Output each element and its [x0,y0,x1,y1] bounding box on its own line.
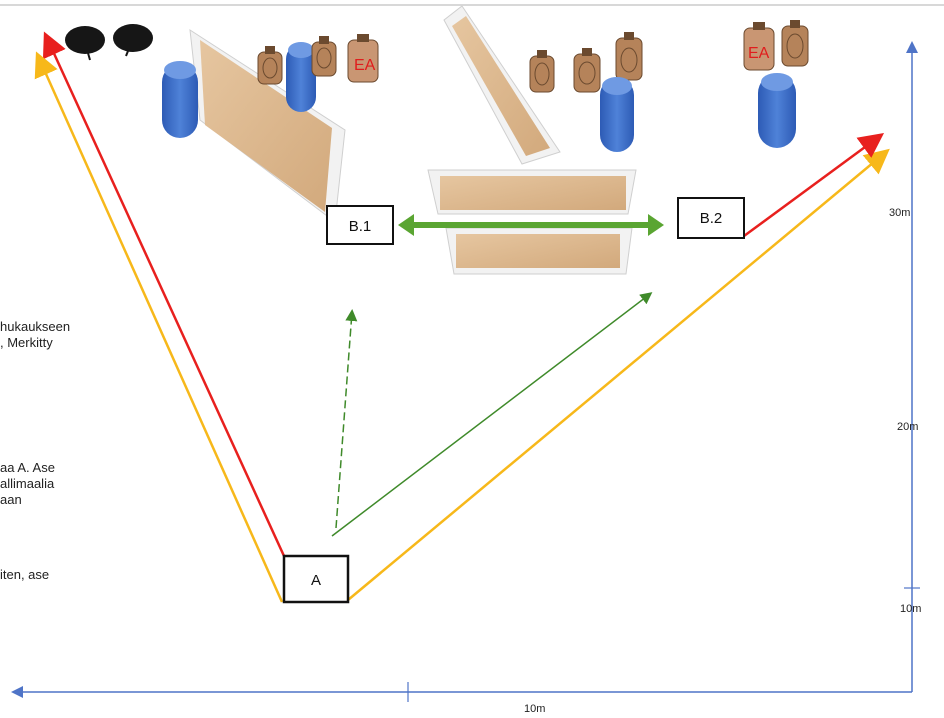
position-b1: B.1 [326,205,394,245]
movement-arrow-a-up [335,309,358,529]
label-30m: 30m [889,207,910,219]
movement-arrow-a-b2 [331,292,653,537]
position-a: A [282,554,350,604]
steel-ball-targets [65,24,153,61]
red-lane-left [42,31,286,557]
barrel-left-2 [286,42,316,112]
yellow-lane-right [347,148,890,601]
red-lane-right [743,133,885,238]
side-text-line: allimaalia [0,476,55,491]
horizontal-wall-bottom [445,227,633,275]
middle-angled-wall [443,5,561,165]
horizontal-wall-top [427,169,637,215]
side-text-block-1: hukaukseen , Merkitty [0,319,70,351]
position-b1-label: B.1 [349,218,372,235]
label-10m-bottom: 10m [524,703,545,715]
ea-mark-left: EA [354,57,376,74]
side-text-line: hukaukseen [0,319,71,334]
position-b2: B.2 [677,197,745,239]
side-text-line: iten, ase [0,567,50,582]
yellow-lane-left [34,51,284,603]
paper-targets-middle [529,32,643,93]
side-text-line: aan [0,492,22,507]
side-text-block-3: iten, ase [0,567,49,583]
paper-targets-right: EA [743,20,809,71]
side-text-line: , Merkitty [0,335,53,350]
movement-arrow-b1-b2 [398,214,664,236]
position-a-label: A [311,572,321,589]
ea-mark-right: EA [748,45,770,62]
ball-target-2 [113,24,153,52]
barrel-middle [600,77,634,152]
label-20m: 20m [897,421,918,433]
barrel-right [758,73,796,148]
label-10m-right: 10m [900,603,921,615]
distance-axes [11,41,920,702]
position-b2-label: B.2 [700,210,723,227]
barrel-left-1 [162,61,198,138]
side-text-block-2: aa A. Ase allimaalia aan [0,460,55,508]
ball-target-1 [65,26,105,54]
paper-targets-left: EA [257,34,379,85]
side-text-line: aa A. Ase [0,460,55,475]
